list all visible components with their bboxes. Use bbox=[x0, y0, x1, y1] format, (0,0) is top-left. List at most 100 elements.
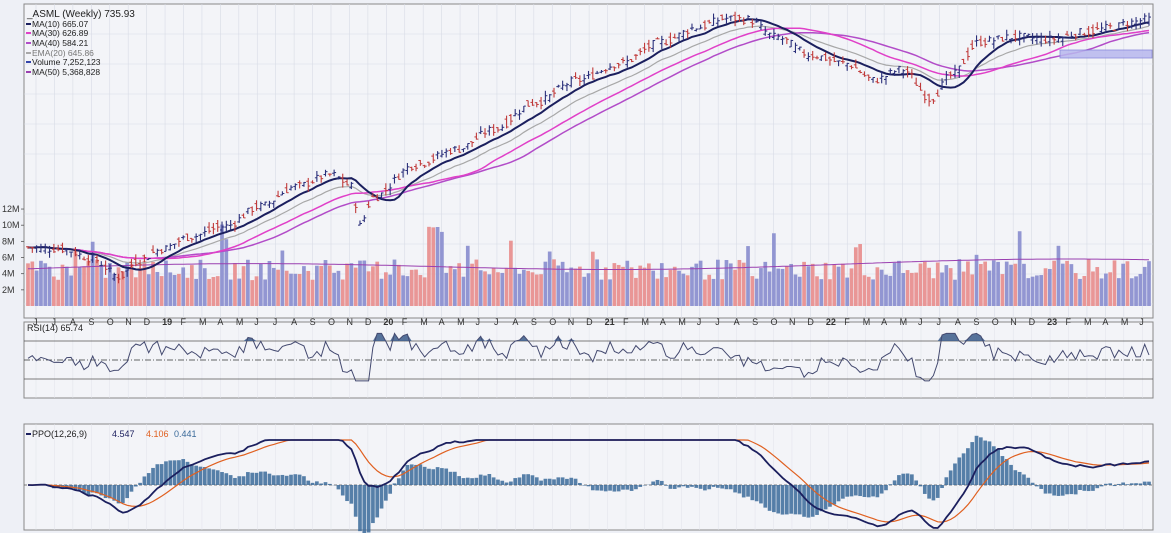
volume-bar bbox=[1116, 278, 1121, 306]
volume-bar bbox=[1086, 259, 1091, 306]
x-tick-label: N bbox=[789, 317, 796, 327]
ppo-histogram-bar bbox=[1030, 482, 1035, 485]
ppo-histogram-bar bbox=[95, 485, 99, 494]
volume-bar bbox=[539, 274, 543, 306]
ppo-histogram-bar bbox=[866, 485, 871, 498]
ppo-histogram-bar bbox=[879, 485, 884, 494]
volume-bar bbox=[478, 270, 483, 306]
ppo-histogram-bar bbox=[1013, 470, 1018, 485]
ppo-histogram-bar bbox=[832, 485, 837, 505]
x-tick-label: O bbox=[107, 317, 114, 327]
ppo-histogram-bar bbox=[578, 482, 582, 485]
ppo-histogram-bar bbox=[1147, 481, 1151, 485]
volume-bar bbox=[659, 263, 664, 306]
volume-bar bbox=[991, 260, 996, 306]
volume-bar bbox=[875, 267, 880, 306]
ppo-histogram-bar bbox=[715, 485, 720, 488]
volume-bar bbox=[241, 266, 246, 306]
x-tick-label: J bbox=[1139, 317, 1144, 327]
ppo-histogram-bar bbox=[457, 476, 462, 485]
ppo-histogram-bar bbox=[405, 464, 410, 485]
x-tick-label: O bbox=[771, 317, 778, 327]
ppo-histogram-bar bbox=[336, 485, 341, 490]
volume-bar bbox=[496, 272, 500, 306]
ppo-histogram-bar bbox=[862, 485, 867, 497]
volume-bar bbox=[922, 261, 927, 306]
ppo-histogram-bar bbox=[220, 472, 224, 485]
volume-bar bbox=[957, 259, 962, 306]
x-tick-label: O bbox=[328, 317, 335, 327]
ppo-histogram-bar bbox=[185, 461, 190, 485]
volume-bar bbox=[1026, 278, 1031, 306]
volume-bar bbox=[1129, 278, 1134, 306]
ppo-histogram-bar bbox=[953, 463, 957, 485]
volume-bar bbox=[616, 264, 621, 306]
ppo-histogram-bar bbox=[897, 475, 901, 485]
volume-bar bbox=[151, 261, 155, 306]
ppo-histogram-bar bbox=[892, 480, 897, 485]
volume-bar bbox=[491, 267, 496, 306]
ppo-histogram-bar bbox=[1125, 484, 1130, 485]
volume-bar bbox=[918, 263, 923, 306]
volume-bar bbox=[228, 279, 233, 306]
ppo-histogram-bar bbox=[319, 483, 324, 485]
volume-bar bbox=[806, 266, 811, 306]
volume-bar bbox=[901, 272, 906, 306]
ppo-histogram-bar bbox=[616, 485, 621, 492]
volume-bar bbox=[224, 239, 229, 306]
ppo-histogram-bar bbox=[793, 485, 798, 515]
volume-bar bbox=[1104, 273, 1108, 306]
volume-bar bbox=[82, 266, 86, 306]
volume-bar bbox=[474, 259, 479, 306]
volume-bar bbox=[211, 277, 216, 306]
ppo-histogram-bar bbox=[1078, 485, 1082, 490]
volume-bar bbox=[327, 265, 332, 306]
volume-bar bbox=[1047, 268, 1052, 306]
legend-volume-ma50: MA(50) 5,368,828 bbox=[32, 67, 100, 77]
ppo-histogram-bar bbox=[302, 476, 306, 485]
ppo-histogram-bar bbox=[349, 485, 354, 504]
volume-bar bbox=[897, 260, 901, 306]
volume-bar bbox=[233, 262, 237, 306]
volume-bar bbox=[979, 264, 983, 306]
volume-bar bbox=[457, 263, 462, 306]
x-tick-label: S bbox=[973, 317, 979, 327]
ppo-histogram-bar bbox=[957, 457, 962, 485]
volume-bar bbox=[961, 271, 966, 306]
ppo-histogram-bar bbox=[1121, 482, 1125, 485]
volume-bar bbox=[853, 247, 858, 306]
x-tick-label: F bbox=[402, 317, 408, 327]
ppo-histogram-bar bbox=[871, 485, 875, 497]
x-tick-label: S bbox=[310, 317, 316, 327]
ppo-histogram-bar bbox=[948, 470, 953, 485]
volume-bar bbox=[733, 269, 737, 306]
volume-bar bbox=[465, 245, 470, 306]
volume-bar bbox=[810, 263, 815, 306]
volume-bar bbox=[819, 279, 824, 306]
volume-bar bbox=[944, 265, 949, 306]
volume-bar bbox=[681, 273, 686, 306]
volume-bar bbox=[802, 261, 806, 306]
volume-bar bbox=[927, 267, 931, 306]
ppo-histogram-bar bbox=[155, 464, 160, 485]
ppo-histogram-bar bbox=[388, 485, 393, 494]
ppo-histogram-bar bbox=[181, 459, 186, 485]
ppo-histogram-bar bbox=[164, 461, 168, 485]
ppo-histogram-bar bbox=[767, 485, 772, 511]
volume-bar bbox=[103, 277, 108, 306]
resistance-zone bbox=[1059, 49, 1153, 59]
volume-bar bbox=[1017, 231, 1022, 306]
volume-bar bbox=[26, 263, 30, 306]
ppo-histogram-bar bbox=[741, 485, 746, 498]
ppo-histogram-bar bbox=[77, 485, 82, 491]
ppo-line bbox=[27, 439, 1150, 529]
ppo-histogram-bar bbox=[927, 485, 931, 499]
volume-bar bbox=[741, 262, 746, 306]
rsi-title: RSI(14) 65.74 bbox=[27, 323, 83, 333]
ppo-histogram-bar bbox=[565, 478, 569, 485]
volume-bar bbox=[1142, 266, 1147, 306]
ppo-histogram-bar bbox=[849, 485, 854, 497]
volume-bar bbox=[56, 279, 61, 306]
volume-bar bbox=[983, 261, 988, 306]
